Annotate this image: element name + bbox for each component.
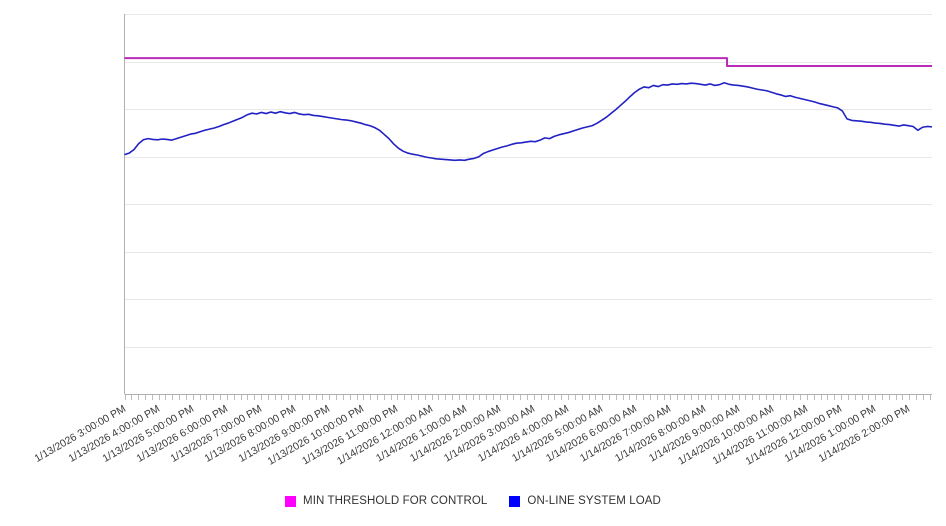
legend-label: ON-LINE SYSTEM LOAD [527,495,661,507]
legend-label: MIN THRESHOLD FOR CONTROL [303,495,488,507]
chart-legend: MIN THRESHOLD FOR CONTROL ON-LINE SYSTEM … [0,495,946,507]
legend-item[interactable]: MIN THRESHOLD FOR CONTROL [285,495,487,507]
series-line-1 [124,81,933,162]
x-axis-tickmarks [125,395,931,400]
legend-swatch-icon [509,495,521,507]
legend-swatch-icon [285,495,297,507]
data-series-group [124,57,933,162]
series-line-0 [124,57,932,68]
gridlines [124,14,932,348]
legend-item[interactable]: ON-LINE SYSTEM LOAD [509,495,661,507]
